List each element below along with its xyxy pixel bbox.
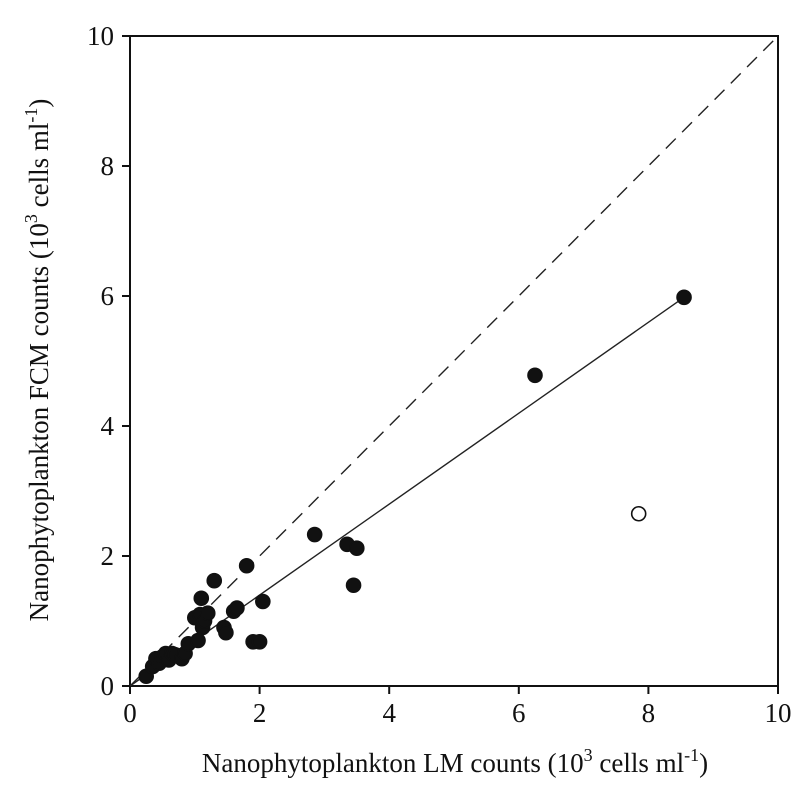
x-tick-label: 8	[642, 698, 656, 728]
x-tick-label: 6	[512, 698, 526, 728]
y-tick-label: 10	[87, 21, 114, 51]
data-point	[229, 600, 245, 616]
data-point	[206, 572, 223, 589]
data-point	[190, 632, 206, 649]
one-to-one-dashed-line	[129, 35, 779, 687]
y-tick-label: 2	[101, 541, 115, 571]
data-point	[345, 577, 362, 594]
x-tick-label: 10	[765, 698, 792, 728]
data-point	[238, 557, 255, 574]
x-tick-label: 4	[382, 698, 396, 728]
data-point	[193, 590, 210, 607]
y-tick-label: 4	[101, 411, 115, 441]
outlier-point	[630, 505, 647, 522]
regression-line	[129, 296, 685, 687]
data-point	[348, 540, 365, 557]
y-axis-title: Nanophytoplankton FCM counts (103 cells …	[21, 99, 54, 622]
x-tick-label: 0	[123, 698, 137, 728]
plot-area	[129, 35, 779, 687]
data-point	[527, 367, 543, 384]
data-point	[306, 526, 323, 543]
data-point	[199, 605, 216, 622]
plot-frame	[129, 35, 779, 687]
x-axis-title: Nanophytoplankton LM counts (103 cells m…	[202, 745, 708, 778]
y-tick-label: 0	[101, 671, 115, 701]
x-tick-label: 2	[253, 698, 267, 728]
y-tick-label: 8	[101, 151, 115, 181]
y-tick-label: 6	[101, 281, 115, 311]
data-point	[255, 593, 271, 610]
data-point	[251, 633, 268, 650]
data-point	[676, 289, 692, 306]
axis-ticks: 0 2 4 6 8 10 0 2 4 6 8 10	[87, 21, 792, 728]
data-point	[218, 624, 234, 641]
